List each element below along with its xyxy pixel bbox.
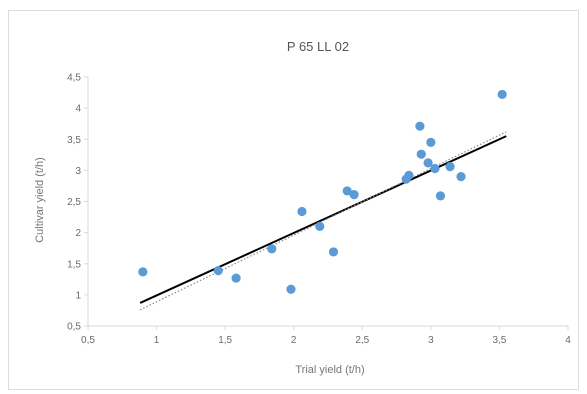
x-tick-label: 1 bbox=[154, 335, 160, 346]
y-tick-label: 4 bbox=[75, 104, 81, 115]
data-point bbox=[328, 247, 339, 257]
data-point bbox=[349, 190, 359, 200]
y-tick-label: 4,5 bbox=[67, 73, 81, 84]
data-point bbox=[297, 206, 307, 217]
data-point bbox=[445, 162, 455, 172]
data-point bbox=[430, 163, 440, 174]
tick-labels: 0,5 1 1,5 2 2,5 3 3,5 4 0,5 1 1,5 2 2,5 3 3,5 4 4,5 bbox=[67, 73, 571, 347]
data-point bbox=[267, 244, 277, 254]
y-tick-label: 1 bbox=[75, 290, 81, 301]
y-tick-label: 3,5 bbox=[67, 135, 81, 146]
data-point bbox=[315, 221, 325, 231]
trend-lines bbox=[139, 131, 507, 311]
y-tick-label: 0,5 bbox=[67, 322, 81, 333]
x-tick-label: 1,5 bbox=[218, 335, 232, 346]
data-point bbox=[213, 265, 223, 276]
data-point bbox=[426, 137, 436, 147]
data-point bbox=[423, 158, 433, 168]
data-point bbox=[435, 191, 446, 201]
x-tick-label: 4 bbox=[565, 335, 571, 346]
data-point bbox=[231, 273, 241, 283]
x-tick-label: 2,5 bbox=[355, 335, 369, 346]
y-axis-title: Cultivar yield (t/h) bbox=[34, 157, 46, 243]
chart-title: P 65 LL 02 bbox=[287, 39, 349, 54]
data-point bbox=[416, 149, 426, 159]
data-point bbox=[497, 89, 507, 100]
x-axis-title: Trial yield (t/h) bbox=[295, 364, 364, 376]
x-tick-label: 3,5 bbox=[492, 335, 506, 346]
y-tick-label: 3 bbox=[75, 166, 81, 177]
x-tick-label: 3 bbox=[428, 335, 434, 346]
data-point bbox=[415, 121, 425, 131]
data-point bbox=[342, 186, 352, 196]
x-tick-label: 2 bbox=[291, 335, 297, 346]
x-tick-label: 0,5 bbox=[81, 335, 95, 346]
axes bbox=[87, 77, 568, 327]
data-point bbox=[138, 267, 148, 277]
y-tick-label: 1,5 bbox=[67, 259, 81, 270]
y-tick-label: 2,5 bbox=[67, 197, 81, 208]
data-point bbox=[286, 284, 296, 294]
trend-line bbox=[139, 135, 507, 304]
scatter-points bbox=[138, 89, 507, 294]
data-point bbox=[456, 172, 466, 182]
y-tick-label: 2 bbox=[75, 228, 81, 239]
reference-line bbox=[139, 131, 507, 311]
data-point bbox=[404, 170, 414, 180]
